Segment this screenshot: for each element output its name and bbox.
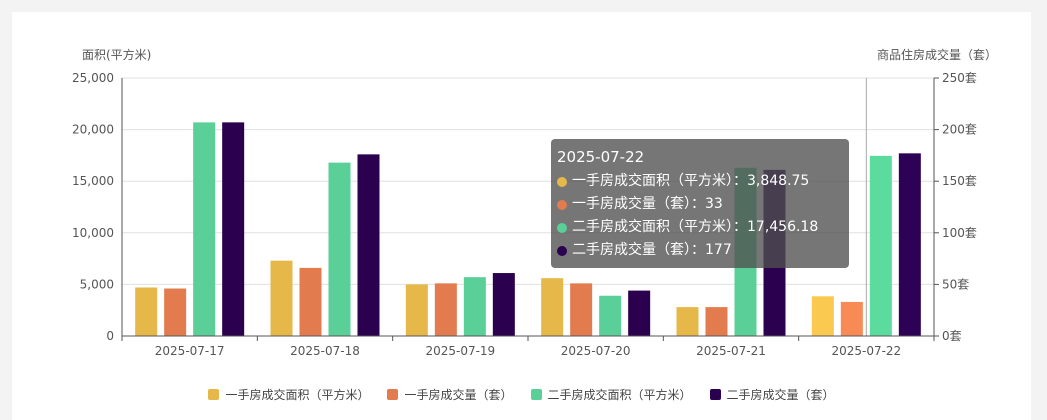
tooltip-dot [557, 222, 567, 233]
bar [570, 283, 593, 336]
y-left-axis-label: 面积(平方米) [82, 47, 151, 62]
y-right-tick-label: 50套 [942, 277, 969, 291]
tooltip-dot [557, 245, 567, 256]
legend-label: 二手房成交量（套） [726, 387, 835, 402]
y-left-tick-label: 5,000 [80, 277, 114, 291]
bar [811, 296, 834, 336]
y-right-tick-label: 150套 [942, 174, 977, 188]
axes: 0 0套 5,000 50套 10,000 100套 15,000 150套 20,000 200… [72, 71, 977, 358]
x-tick-label: 2025-07-21 [696, 344, 766, 358]
legend: 一手房成交面积（平方米） 一手房成交量（套） 二手房成交面积（平方米） 二手房成… [12, 384, 1031, 404]
y-right-tick-label: 100套 [942, 226, 977, 240]
x-tick-label: 2025-07-18 [290, 344, 360, 358]
legend-swatch [387, 388, 399, 400]
bar [299, 267, 322, 336]
legend-item[interactable]: 一手房成交面积（平方米） [208, 386, 369, 403]
bar [135, 287, 158, 336]
legend-swatch [709, 388, 721, 400]
bar [357, 154, 380, 336]
legend-label: 二手房成交面积（平方米） [547, 387, 692, 402]
tooltip-row: 二手房成交面积（平方米）：17,456.18 [557, 216, 843, 239]
bar [222, 122, 245, 336]
x-tick-label: 2025-07-20 [561, 344, 631, 358]
y-left-tick-label: 0 [106, 329, 114, 343]
bar [270, 260, 293, 336]
y-left-tick-label: 15,000 [72, 174, 114, 188]
tooltip-row-text: 二手房成交量（套）：177 [572, 242, 732, 258]
bar [840, 301, 863, 336]
tooltip-dot [557, 199, 567, 210]
bar [628, 290, 651, 336]
legend-swatch [530, 388, 542, 400]
tooltip-row: 二手房成交量（套）：177 [557, 239, 843, 262]
legend-label: 一手房成交面积（平方米） [225, 387, 370, 402]
tooltip-dot [557, 176, 567, 187]
legend-item[interactable]: 二手房成交量（套） [709, 386, 835, 403]
y-right-tick-label: 200套 [942, 123, 977, 137]
y-right-tick-label: 250套 [942, 71, 977, 85]
bar [705, 307, 728, 336]
x-tick-label: 2025-07-17 [155, 344, 225, 358]
bar [898, 153, 921, 336]
tooltip: 2025-07-22 一手房成交面积（平方米）：3,848.75 一手房成交量（… [551, 139, 849, 268]
bar [599, 295, 622, 336]
bar [541, 278, 564, 336]
chart-card: 0 0套 5,000 50套 10,000 100套 15,000 150套 20,000 200… [12, 12, 1031, 420]
bar [492, 273, 515, 336]
x-tick-label: 2025-07-19 [425, 344, 495, 358]
tooltip-row-text: 一手房成交面积（平方米）：3,848.75 [572, 173, 810, 189]
tooltip-row: 一手房成交面积（平方米）：3,848.75 [557, 170, 843, 193]
bar [463, 277, 486, 336]
tooltip-row-text: 一手房成交量（套）：33 [572, 196, 723, 212]
legend-swatch [208, 388, 220, 400]
y-left-tick-label: 20,000 [72, 123, 114, 137]
legend-label: 一手房成交量（套） [404, 387, 513, 402]
legend-item[interactable]: 二手房成交面积（平方米） [530, 386, 692, 403]
y-right-axis-label: 商品住房成交量（套） [877, 47, 997, 62]
legend-item[interactable]: 一手房成交量（套） [387, 386, 513, 403]
bar [676, 307, 699, 336]
tooltip-title: 2025-07-22 [557, 148, 645, 166]
tooltip-row: 一手房成交量（套）：33 [557, 193, 843, 216]
bar [193, 122, 216, 336]
bar [434, 283, 457, 336]
bar [869, 155, 892, 336]
y-left-tick-label: 25,000 [72, 71, 114, 85]
x-tick-label: 2025-07-22 [831, 344, 901, 358]
y-right-tick-label: 0套 [942, 329, 962, 343]
y-left-tick-label: 10,000 [72, 226, 114, 240]
bar-chart: 0 0套 5,000 50套 10,000 100套 15,000 150套 20,000 200… [72, 47, 997, 358]
tooltip-row-text: 二手房成交面积（平方米）：17,456.18 [572, 219, 819, 235]
bar [164, 288, 187, 336]
bar [328, 162, 351, 336]
bar [405, 284, 428, 336]
